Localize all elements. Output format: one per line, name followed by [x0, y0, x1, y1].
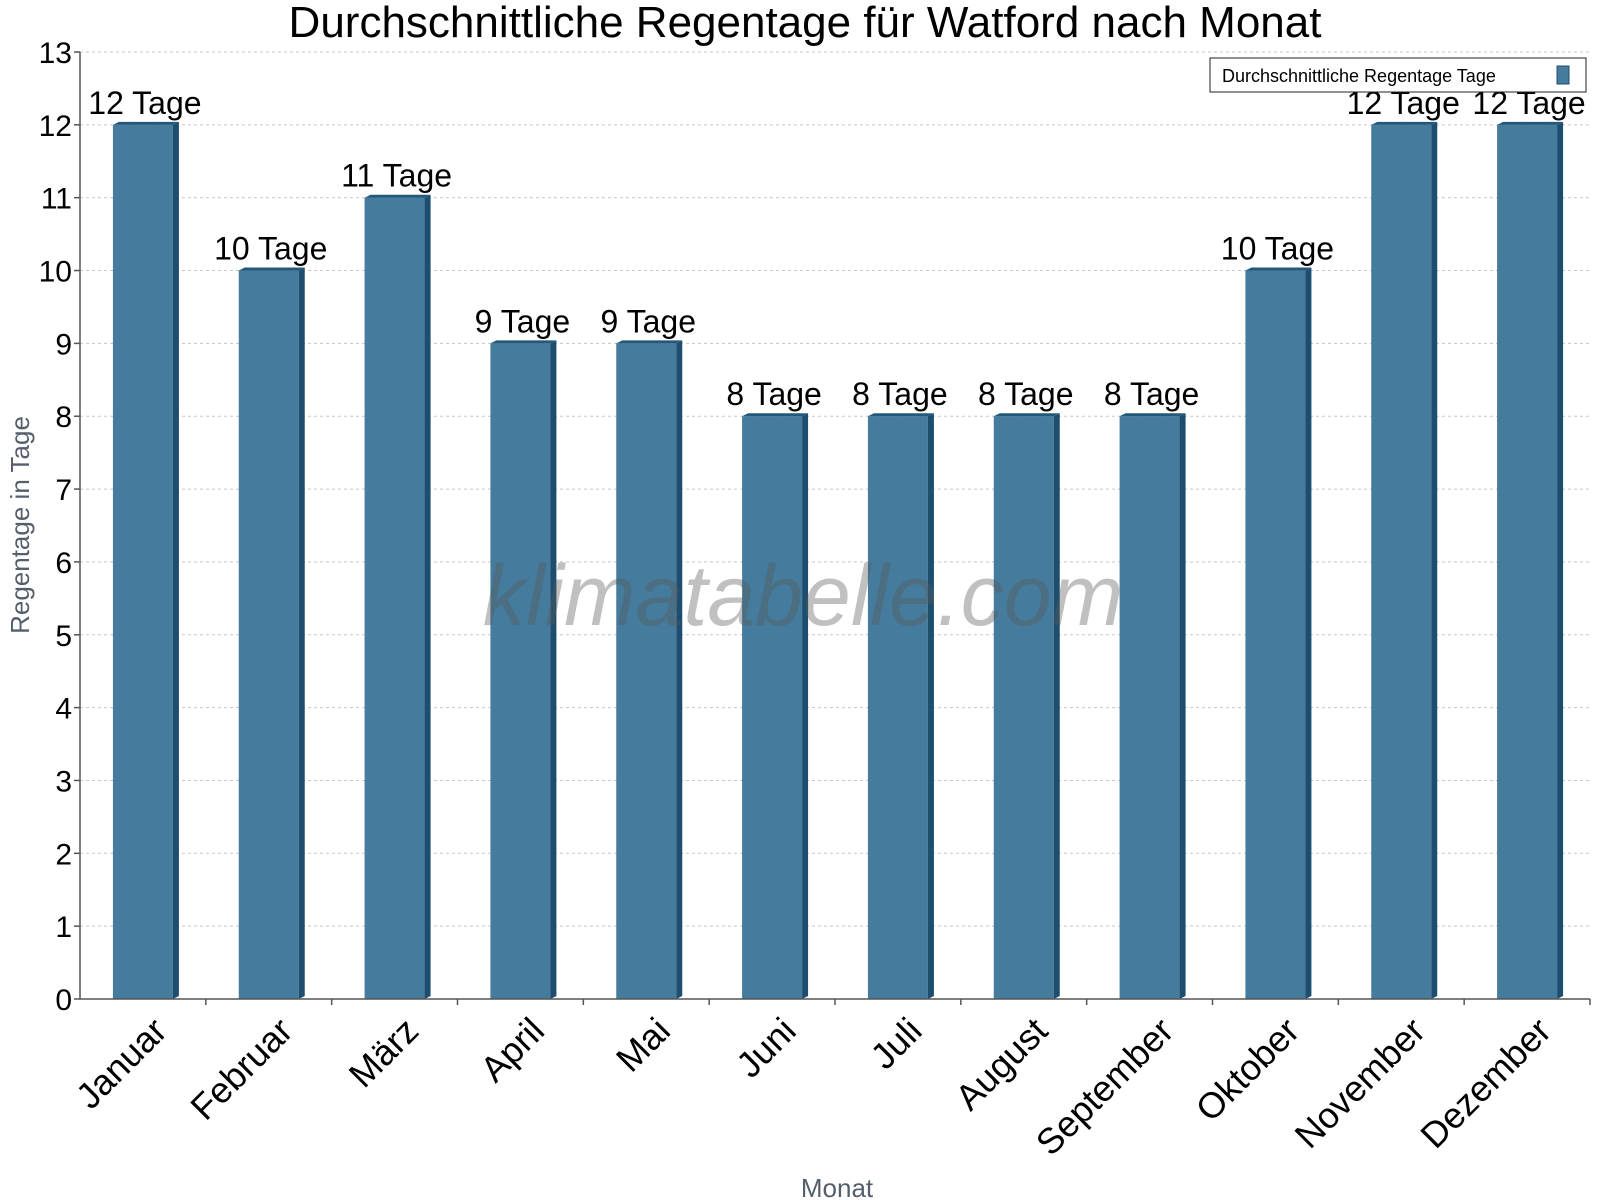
- bar-side: [1179, 413, 1186, 999]
- bar-front: [993, 416, 1054, 999]
- bar-april: [490, 340, 557, 999]
- bar-juni: [742, 413, 809, 999]
- bar-januar: [112, 121, 179, 1000]
- x-tick-label: Mai: [608, 1010, 678, 1080]
- bar-top: [1371, 121, 1438, 125]
- legend-swatch: [1556, 65, 1570, 85]
- bar-november: [1371, 121, 1438, 1000]
- bar-top: [742, 413, 809, 417]
- bar-front: [490, 343, 551, 999]
- bar-februar: [238, 267, 305, 999]
- bar-top: [112, 121, 179, 125]
- y-tick-label: 3: [55, 765, 72, 798]
- y-tick-label: 8: [55, 401, 72, 434]
- x-axis-title: Monat: [801, 1173, 874, 1200]
- data-label: 12 Tage: [88, 85, 201, 121]
- bar-september: [1119, 413, 1186, 999]
- x-tick-label: Juli: [862, 1010, 929, 1077]
- bar-top: [490, 340, 557, 344]
- y-tick-label: 12: [39, 110, 72, 143]
- y-tick-label: 5: [55, 620, 72, 653]
- bar-top: [1119, 413, 1186, 417]
- axes: [79, 52, 1590, 1000]
- bar-front: [616, 343, 677, 999]
- bar-side: [927, 413, 934, 999]
- bar-side: [550, 340, 557, 999]
- data-label: 10 Tage: [1221, 231, 1334, 267]
- bar-märz: [364, 194, 431, 999]
- bar-side: [298, 267, 305, 999]
- data-label: 11 Tage: [341, 158, 452, 194]
- bar-side: [1053, 413, 1060, 999]
- data-label: 8 Tage: [1104, 376, 1200, 412]
- x-tick-label: Februar: [182, 1010, 300, 1128]
- bar-top: [238, 267, 305, 271]
- bar-side: [1305, 267, 1312, 999]
- y-tick-label: 1: [55, 911, 72, 944]
- bar-front: [238, 270, 299, 999]
- y-tick-label: 11: [41, 183, 72, 216]
- watermark: klimatabelle.com: [483, 548, 1123, 644]
- bar-front: [1371, 124, 1432, 1000]
- y-tick-label: 4: [55, 693, 72, 726]
- grid: [80, 51, 1590, 927]
- bar-front: [742, 416, 803, 999]
- bars: [112, 121, 1564, 1000]
- bar-mai: [616, 340, 683, 999]
- x-tick-label: September: [1028, 1010, 1182, 1164]
- bar-top: [867, 413, 934, 417]
- bar-side: [802, 413, 809, 999]
- y-axis-title: Regentage in Tage: [5, 416, 35, 634]
- bar-top: [616, 340, 683, 344]
- bar-front: [364, 197, 425, 999]
- data-label: 9 Tage: [475, 303, 571, 339]
- legend-label: Durchschnittliche Regentage Tage: [1222, 66, 1496, 86]
- bar-side: [424, 194, 431, 999]
- legend: Durchschnittliche Regentage Tage: [1209, 57, 1587, 93]
- data-labels: 12 Tage 10 Tage 11 Tage 9 Tage 9 Tage 8 Tage 8…: [88, 85, 1585, 412]
- bar-side: [172, 121, 179, 1000]
- bar-august: [993, 413, 1060, 999]
- data-label: 8 Tage: [726, 376, 822, 412]
- bar-dezember: [1497, 121, 1564, 1000]
- y-tick-label: 13: [39, 37, 72, 70]
- x-tick-label: Juni: [728, 1010, 804, 1086]
- y-tick-label: 10: [39, 256, 72, 289]
- x-tick-label: August: [947, 1010, 1055, 1118]
- bar-front: [112, 124, 173, 1000]
- bar-top: [364, 194, 431, 198]
- data-label: 10 Tage: [214, 231, 327, 267]
- chart-title: Durchschnittliche Regentage für Watford …: [289, 0, 1322, 47]
- x-tick-label: Dezember: [1412, 1010, 1558, 1156]
- bar-juli: [867, 413, 934, 999]
- bar-top: [1245, 267, 1312, 271]
- bar-oktober: [1245, 267, 1312, 999]
- y-tick-label: 9: [55, 328, 72, 361]
- bar-front: [1497, 124, 1558, 1000]
- x-tick-label: Januar: [68, 1010, 175, 1117]
- bar-side: [1431, 121, 1438, 1000]
- bar-front: [867, 416, 928, 999]
- bar-side: [1557, 121, 1564, 1000]
- x-tick-label: Oktober: [1188, 1010, 1308, 1130]
- y-tick-label: 0: [55, 984, 72, 1017]
- data-label: 9 Tage: [601, 303, 697, 339]
- bar-front: [1245, 270, 1306, 999]
- y-tick-label: 7: [55, 474, 72, 507]
- bar-top: [1497, 121, 1564, 125]
- x-tick-label: November: [1286, 1010, 1432, 1156]
- x-ticks: Januar Februar März April Mai Juni Juli AugustS…: [68, 999, 1591, 1164]
- bar-top: [993, 413, 1060, 417]
- y-tick-label: 6: [55, 547, 72, 580]
- data-label: 8 Tage: [978, 376, 1074, 412]
- y-tick-label: 2: [55, 838, 72, 871]
- legend-box: [1209, 57, 1587, 93]
- bar-front: [1119, 416, 1180, 999]
- x-tick-label: März: [341, 1010, 427, 1096]
- x-tick-label: April: [472, 1010, 552, 1090]
- data-label: 8 Tage: [852, 376, 948, 412]
- bar-side: [676, 340, 683, 999]
